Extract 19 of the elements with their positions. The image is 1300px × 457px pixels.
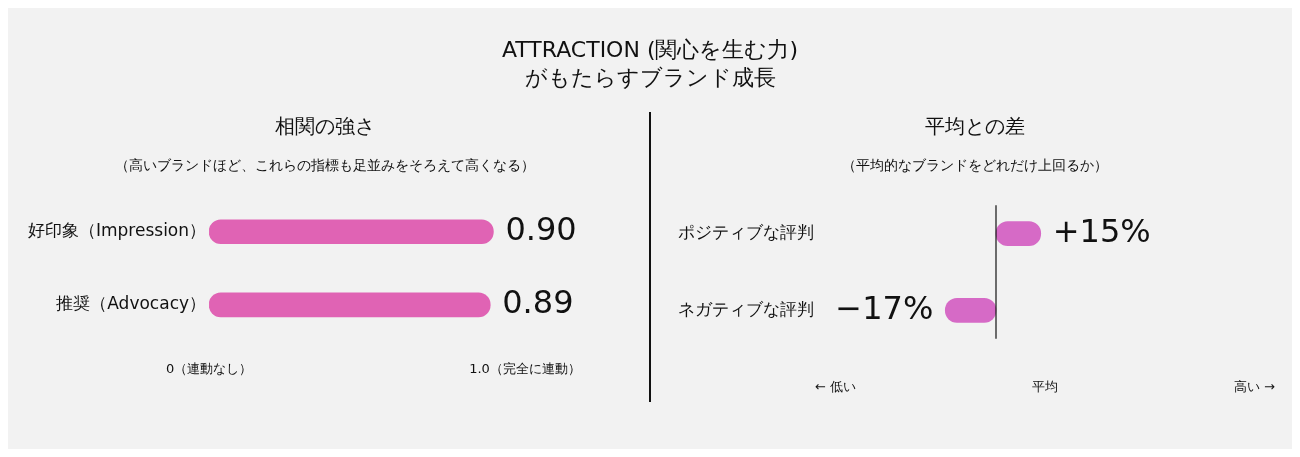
text: 高い → — [1233, 378, 1275, 396]
y-tick-label: ネガティブな評判 — [677, 298, 814, 319]
chart-title: 平均との差 — [923, 113, 1026, 140]
chart-title: 相関の強さ — [274, 113, 377, 140]
y-tick-label: ポジティブな評判 — [677, 222, 814, 243]
x-tick-label: 0（連動なし） — [165, 360, 253, 376]
text: がもたらすブランド成長 — [523, 64, 777, 92]
text: ← 低い — [814, 378, 856, 396]
data-label: 0.89 — [502, 283, 574, 322]
y-tick-label: 好印象（Impression） — [28, 220, 207, 241]
data-label: −17% — [835, 288, 934, 327]
text: ATTRACTION (関心を生む力) — [500, 36, 800, 64]
chart-subtitle: （高いブランドほど、これらの指標も足並みをそろえて高くなる） — [115, 156, 536, 175]
y-tick-label: 推奨（Advocacy） — [56, 293, 207, 314]
data-label: +15% — [1052, 211, 1151, 250]
x-tick-label: 1.0（完全に連動） — [469, 360, 581, 376]
chart-subtitle: （平均的なブランドをどれだけ上回るか） — [841, 156, 1108, 175]
text: 平均 — [1031, 378, 1058, 396]
data-label: 0.90 — [505, 210, 577, 249]
